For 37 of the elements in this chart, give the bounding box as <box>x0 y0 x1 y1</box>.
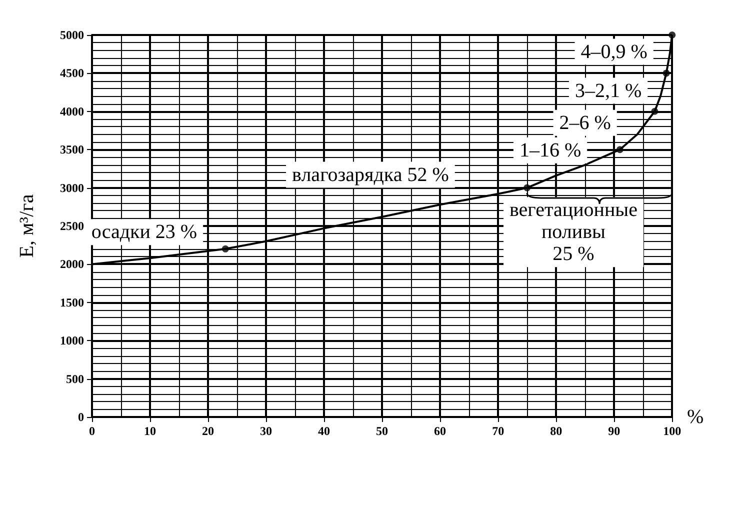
x-tick-label: 60 <box>434 424 446 438</box>
y-tick-label: 500 <box>66 372 84 386</box>
y-tick-label: 4000 <box>60 104 84 118</box>
point <box>651 108 658 115</box>
x-tick-label: 30 <box>260 424 272 438</box>
x-axis-title: % <box>687 406 704 428</box>
y-tick-label: 3000 <box>60 180 84 195</box>
x-tick-label: 100 <box>663 424 682 438</box>
x-tick-label: 50 <box>376 424 388 438</box>
x-tick-label: 90 <box>608 424 620 438</box>
y-tick-label: 1000 <box>60 334 84 348</box>
y-tick-label: 2500 <box>60 219 84 233</box>
point <box>662 70 670 77</box>
point <box>668 32 676 38</box>
annotation: осадки 23 % <box>91 221 198 244</box>
annotation: 2–6 % <box>559 112 611 134</box>
annotation: вегетационные поливы 25 % <box>509 199 638 266</box>
annotation: 1–16 % <box>519 139 582 162</box>
annotation: влагозарядка 52 % <box>292 164 449 186</box>
annotation: 4–0,9 % <box>580 40 648 63</box>
x-tick-label: 10 <box>144 424 156 438</box>
x-tick-label: 20 <box>202 424 214 438</box>
x-tick-label: 0 <box>89 424 95 438</box>
point <box>222 245 229 252</box>
x-tick-label: 80 <box>550 424 562 438</box>
y-tick-label: 0 <box>78 410 84 424</box>
y-tick-label: 1500 <box>60 295 84 310</box>
x-tick-label: 40 <box>318 424 330 438</box>
x-tick-label: 70 <box>492 424 504 438</box>
y-tick-label: 5000 <box>60 28 84 42</box>
point <box>616 146 624 154</box>
y-tick-label: 4500 <box>60 66 84 80</box>
y-tick-label: 3500 <box>60 142 84 157</box>
annotation: 3–2,1 % <box>574 80 642 102</box>
point <box>524 184 531 192</box>
y-tick-label: 2000 <box>60 257 84 272</box>
y-axis-title: E, м³/га <box>16 194 38 258</box>
